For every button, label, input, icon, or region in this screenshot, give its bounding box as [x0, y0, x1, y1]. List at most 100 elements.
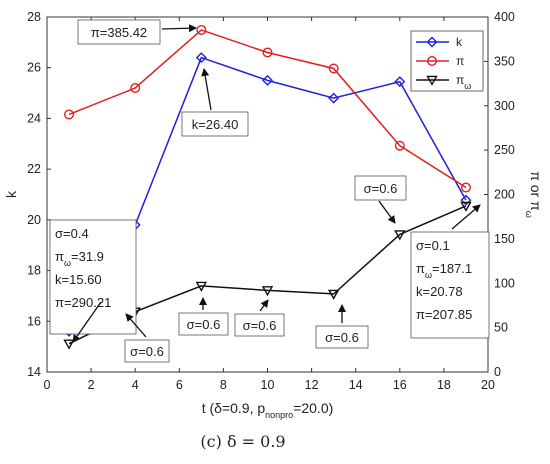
text-part: σ=0.6 — [243, 318, 277, 333]
y-left-tick-label: 20 — [27, 213, 41, 227]
data-point — [261, 286, 274, 297]
annotation-box — [77, 19, 161, 45]
annotation-t10: σ=0.6 — [234, 299, 285, 337]
x-tick-label: 4 — [132, 378, 139, 392]
annotation-box — [315, 325, 369, 349]
annotation-t7: σ=0.6 — [178, 297, 229, 336]
data-point — [394, 76, 406, 88]
text-part: π or π — [528, 171, 544, 211]
series-line — [68, 29, 467, 189]
text-part: k=15.60 — [55, 272, 102, 287]
text-part: k=20.78 — [416, 284, 463, 299]
annotation-arrow — [451, 204, 481, 230]
annotation-box — [181, 111, 249, 137]
x-tick-label: 14 — [349, 378, 363, 392]
data-point — [460, 194, 472, 206]
text-part: =31.9 — [71, 249, 104, 264]
subscript: nonpro — [265, 410, 293, 420]
annotation-box — [124, 339, 170, 363]
data-point — [262, 74, 273, 86]
text-part: π — [416, 261, 425, 276]
annotation-box — [354, 175, 407, 201]
series-1 — [64, 24, 471, 193]
annotation-arrow — [72, 301, 102, 343]
legend-label: π — [456, 54, 464, 68]
y-right-tick-label: 50 — [494, 321, 508, 335]
x-tick-label: 20 — [481, 378, 495, 392]
data-point — [460, 182, 471, 193]
annotation-arrow — [378, 200, 396, 224]
legend-marker — [426, 75, 438, 86]
data-point — [195, 52, 207, 64]
annotation-arrow — [201, 68, 212, 111]
text-part: =20.0) — [293, 400, 333, 416]
x-tick-label: 0 — [44, 378, 51, 392]
y-left-tick-label: 14 — [27, 365, 41, 379]
y-left-tick-label: 16 — [27, 314, 41, 328]
text-part: σ=0.6 — [130, 344, 164, 359]
subscript: ω — [464, 81, 471, 91]
text-part: σ=0.6 — [364, 181, 398, 196]
annotation-text: σ=0.6 — [243, 318, 277, 333]
text-part: t ( — [202, 400, 215, 416]
legend-marker — [427, 56, 438, 67]
text-part: δ — [214, 400, 222, 416]
annotation-box — [410, 231, 490, 339]
text-part: π=385.42 — [91, 25, 147, 40]
y-left-tick-label: 18 — [27, 264, 41, 278]
text-part: σ=0.1 — [416, 238, 450, 253]
data-point — [64, 109, 75, 120]
y-left-tick-label: 22 — [27, 162, 41, 176]
x-tick-label: 2 — [88, 378, 95, 392]
x-tick-label: 12 — [305, 378, 319, 392]
annotation-box — [234, 313, 285, 337]
x-axis-label: t (δ=0.9, pnonpro=20.0) — [202, 400, 334, 420]
annotation-text: σ=0.6 — [187, 317, 221, 332]
text-part: π=207.85 — [416, 307, 472, 322]
annotation-text: σ=0.6 — [130, 344, 164, 359]
text-part: π — [456, 73, 464, 87]
annotation-text: k=15.60 — [55, 272, 102, 287]
annotation-text: k=26.40 — [192, 117, 239, 132]
y-right-tick-label: 0 — [494, 365, 501, 379]
annotation-t13: σ=0.6 — [315, 304, 369, 349]
text-part: k=26.40 — [192, 117, 239, 132]
subscript: ω — [64, 258, 71, 268]
text-part: π — [456, 54, 464, 68]
data-point — [195, 281, 208, 292]
data-point — [327, 289, 340, 300]
text-part: =0.9, p — [222, 400, 265, 416]
x-tick-label: 6 — [176, 378, 183, 392]
annotation-arrow — [259, 299, 269, 312]
subscript: ω — [425, 270, 432, 280]
text-part: σ=0.4 — [55, 226, 89, 241]
text-part: =187.1 — [432, 261, 472, 276]
annotation-text: σ=0.1 — [416, 238, 450, 253]
legend-label: πω — [456, 73, 471, 91]
annotation-text: π=385.42 — [91, 25, 147, 40]
annotation-t4: σ=0.6 — [124, 313, 170, 363]
y-right-axis-label: π or πω — [524, 171, 544, 218]
annotation-box — [49, 219, 137, 335]
annotation-text: σ=0.4 — [55, 226, 89, 241]
x-tick-label: 16 — [393, 378, 407, 392]
annotation-text: k=20.78 — [416, 284, 463, 299]
y-left-tick-label: 28 — [27, 10, 41, 24]
data-point — [63, 339, 75, 350]
text-part: σ=0.6 — [187, 317, 221, 332]
y-right-tick-label: 400 — [494, 10, 515, 24]
legend-marker — [426, 36, 438, 48]
y-right-tick-label: 350 — [494, 54, 515, 68]
annotation-text: σ=0.6 — [364, 181, 398, 196]
data-point — [328, 63, 339, 74]
text-part: k — [456, 35, 463, 49]
text-part: π=290.21 — [55, 295, 111, 310]
y-right-tick-label: 200 — [494, 188, 515, 202]
data-point — [460, 201, 472, 212]
x-tick-label: 18 — [437, 378, 451, 392]
y-right-tick-label: 300 — [494, 99, 515, 113]
data-point — [394, 230, 406, 241]
annotation-text: π=207.85 — [416, 307, 472, 322]
text-part: π — [55, 249, 64, 264]
